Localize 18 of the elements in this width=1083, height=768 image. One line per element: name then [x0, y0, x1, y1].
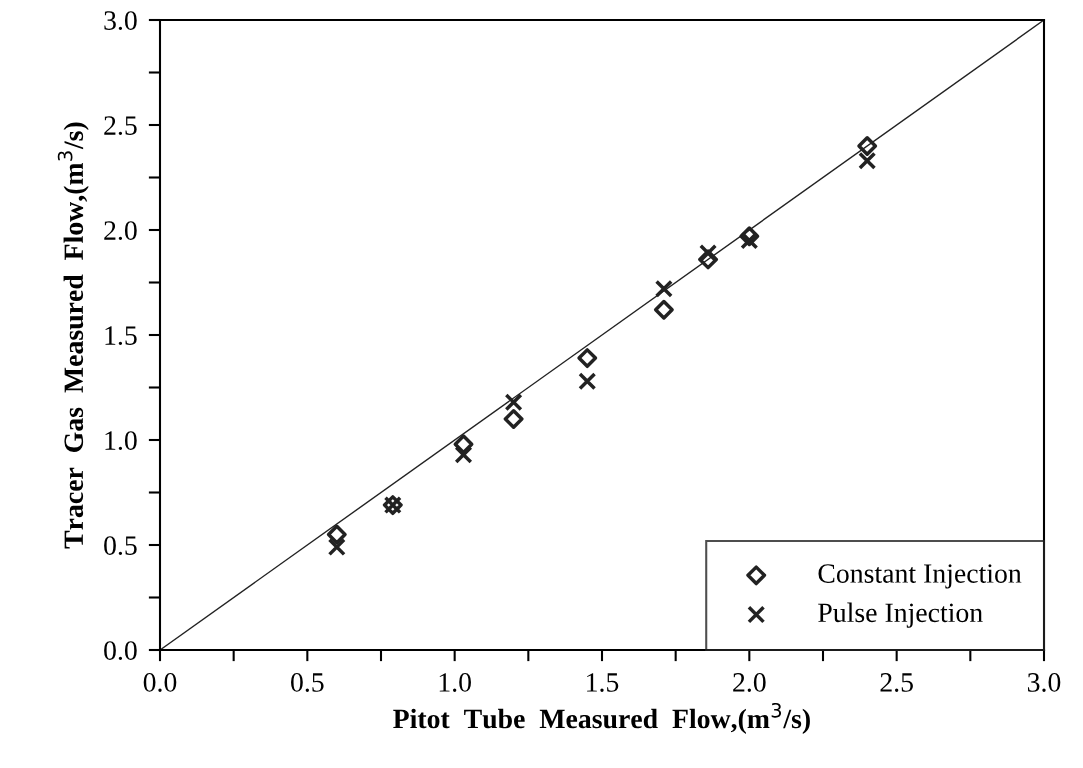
- legend-label: Pulse Injection: [818, 602, 983, 628]
- x-tick-label: 1.5: [587, 673, 619, 692]
- y-tick-label: 0.5: [104, 536, 137, 556]
- x-tick-label: 1.0: [439, 673, 471, 692]
- x-tick-label: 0.0: [143, 673, 177, 692]
- x-tick-label: 2.0: [733, 673, 766, 692]
- x-axis-title: Pitot Tube Measured Flow,(m$^{3}$/s): [393, 702, 810, 734]
- y-tick-label: 2.5: [104, 116, 137, 136]
- x-tick-label: 0.5: [291, 673, 324, 692]
- y-tick-label: 1.5: [105, 326, 137, 346]
- x-tick-label: 2.5: [880, 673, 913, 692]
- y-tick-label: 1.0: [105, 431, 137, 451]
- x-tick-label: 3.0: [1027, 673, 1061, 692]
- legend-label: Constant Injection: [818, 564, 1022, 589]
- y-tick-label: 0.0: [104, 641, 137, 661]
- y-axis-title: Tracer Gas Measured Flow,(m$^{3}$/s): [57, 122, 89, 549]
- y-tick-label: 2.0: [104, 221, 137, 241]
- y-tick-label: 3.0: [104, 11, 137, 31]
